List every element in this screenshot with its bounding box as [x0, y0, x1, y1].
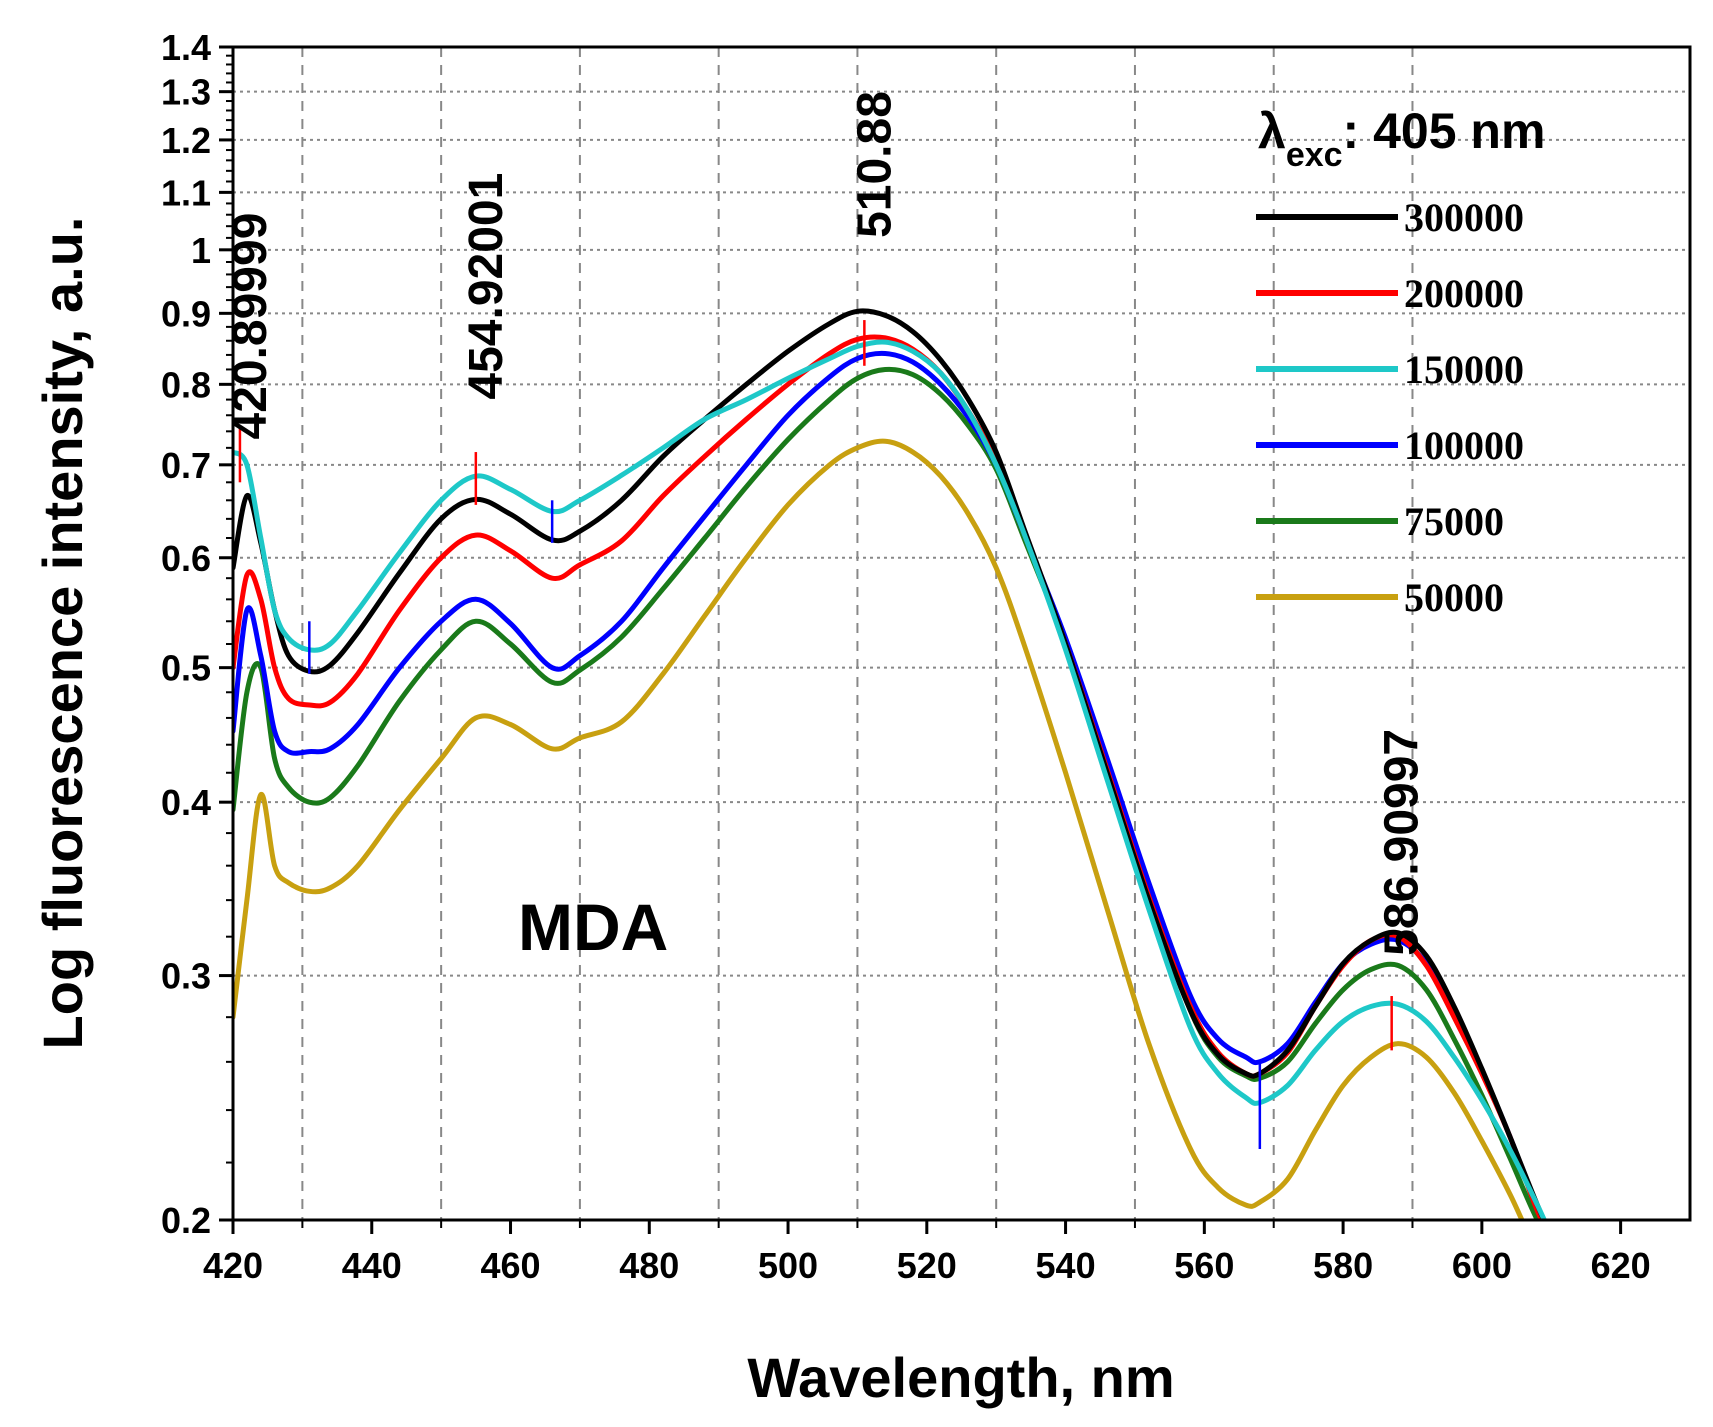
x-tick-label: 420	[203, 1245, 263, 1286]
x-tick-label: 620	[1591, 1245, 1651, 1286]
y-tick-label: 0.6	[161, 538, 211, 579]
y-tick-label: 0.5	[161, 648, 211, 689]
peak-annotations: 420.89999 454.92001 510.88 586.90997	[224, 91, 1429, 956]
peak-annotation: 454.92001	[460, 173, 513, 400]
y-tick-label: 0.9	[161, 293, 211, 334]
legend-title-text: : 405 nm	[1343, 103, 1546, 159]
y-tick-label: 0.2	[161, 1200, 211, 1241]
x-tick-label: 560	[1174, 1245, 1234, 1286]
legend-title: λexc: 405 nm	[1258, 103, 1545, 174]
legend-title-subscript: exc	[1286, 136, 1343, 174]
inset-label: MDA	[518, 890, 668, 964]
peak-annotation: 586.90997	[1376, 729, 1429, 956]
y-axis-title: Log fluorescence intensity, a.u.	[31, 217, 94, 1050]
y-tick-label: 1.3	[161, 72, 211, 113]
grid-lines	[233, 47, 1690, 1220]
x-tick-label: 460	[480, 1245, 540, 1286]
legend-label-75000: 75000	[1404, 499, 1504, 544]
legend: λexc: 405 nm 300000 200000 150000 100000 750…	[1256, 103, 1545, 620]
x-tick-label: 500	[758, 1245, 818, 1286]
y-tick-label: 1.1	[161, 172, 211, 213]
legend-label-150000: 150000	[1404, 347, 1524, 392]
y-tick-label: 1.4	[161, 27, 211, 68]
peak-annotation: 510.88	[848, 91, 901, 238]
x-tick-label: 600	[1452, 1245, 1512, 1286]
y-tick-label: 0.4	[161, 782, 211, 823]
plot-frame	[231, 45, 1692, 1222]
peak-annotation: 420.89999	[224, 213, 277, 440]
x-axis-title: Wavelength, nm	[747, 1346, 1174, 1409]
y-tick-label: 0.8	[161, 364, 211, 405]
y-tick-label: 1	[191, 230, 211, 271]
x-tick-label: 480	[619, 1245, 679, 1286]
axis-ticks: 420 440 460 480 500 520 540 560 580 600 620 0.2 0.3 0…	[161, 27, 1651, 1286]
x-tick-label: 540	[1036, 1245, 1096, 1286]
legend-label-200000: 200000	[1404, 271, 1524, 316]
x-tick-label: 580	[1313, 1245, 1373, 1286]
legend-label-100000: 100000	[1404, 423, 1524, 468]
legend-label-300000: 300000	[1404, 195, 1524, 240]
series-line-300000	[233, 308, 1547, 1220]
legend-title-lambda: λ	[1258, 103, 1286, 159]
x-tick-label: 440	[342, 1245, 402, 1286]
series-lines	[233, 308, 1548, 1220]
series-line-200000	[233, 334, 1545, 1220]
y-tick-label: 1.2	[161, 120, 211, 161]
y-tick-label: 0.7	[161, 445, 211, 486]
series-line-50000	[233, 438, 1525, 1220]
peak-markers	[238, 320, 1393, 1150]
series-line-150000	[233, 339, 1548, 1220]
series-line-75000	[233, 366, 1541, 1220]
legend-label-50000: 50000	[1404, 575, 1504, 620]
y-tick-label: 0.3	[161, 956, 211, 997]
x-tick-label: 520	[897, 1245, 957, 1286]
legend-items: 300000 200000 150000 100000 75000 50000	[1256, 195, 1524, 620]
